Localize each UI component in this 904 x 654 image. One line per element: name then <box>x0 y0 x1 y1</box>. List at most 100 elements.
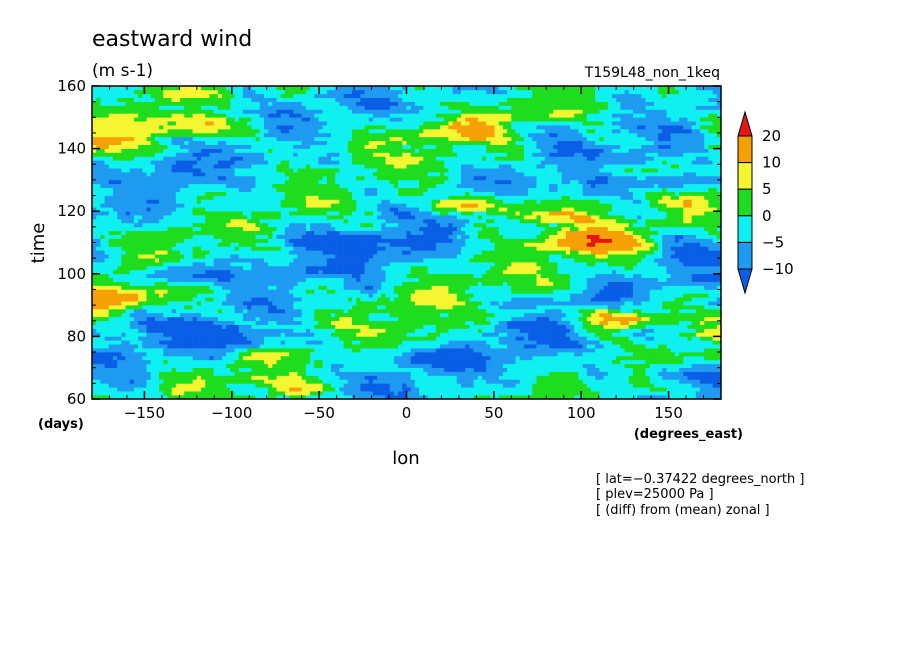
heatmap-cell <box>305 332 311 337</box>
heatmap-cell <box>351 340 357 345</box>
heatmap-cell <box>712 285 718 290</box>
heatmap-cell <box>628 305 634 310</box>
heatmap-cell <box>293 359 298 365</box>
heatmap-cell <box>544 269 550 275</box>
heatmap-cell <box>314 273 319 279</box>
heatmap-cell <box>192 316 198 322</box>
heatmap-cell <box>695 269 701 275</box>
heatmap-cell <box>104 309 110 314</box>
heatmap-cell <box>238 363 244 368</box>
heatmap-cell <box>276 309 281 314</box>
heatmap-cell <box>561 355 567 361</box>
heatmap-cell <box>536 320 541 325</box>
heatmap-cell <box>716 293 722 298</box>
heatmap-cell <box>196 395 202 400</box>
heatmap-cell <box>171 391 177 396</box>
heatmap-cell <box>381 285 386 290</box>
heatmap-cell <box>117 285 122 290</box>
heatmap-cell <box>511 387 516 392</box>
heatmap-cell <box>188 383 193 388</box>
heatmap-cell <box>96 301 101 306</box>
heatmap-cell <box>280 348 286 353</box>
heatmap-cell <box>440 344 445 349</box>
heatmap-cell <box>314 344 319 349</box>
heatmap-cell <box>481 293 487 298</box>
heatmap-cell <box>150 336 156 341</box>
heatmap-cell <box>154 305 160 310</box>
heatmap-cell <box>154 273 160 279</box>
heatmap-cell <box>582 328 588 333</box>
heatmap-cell <box>263 387 269 392</box>
heatmap-cell <box>272 273 277 279</box>
heatmap-cell <box>226 375 231 380</box>
heatmap-cell <box>100 289 105 294</box>
heatmap-cell <box>117 301 122 306</box>
heatmap-cell <box>570 375 575 380</box>
heatmap-cell <box>557 301 562 306</box>
heatmap-cell <box>322 379 328 384</box>
heatmap-cell <box>217 328 223 333</box>
heatmap-cell <box>96 328 101 333</box>
heatmap-cell <box>469 348 474 353</box>
heatmap-cell <box>704 379 709 384</box>
heatmap-cell <box>201 336 206 341</box>
heatmap-cell <box>620 363 625 368</box>
heatmap-cell <box>611 328 617 333</box>
heatmap-cell <box>691 352 697 357</box>
heatmap-cell <box>154 371 160 376</box>
heatmap-cell <box>578 352 583 357</box>
heatmap-cell <box>347 328 353 333</box>
heatmap-cell <box>192 293 198 298</box>
heatmap-cell <box>406 316 411 322</box>
heatmap-cell <box>561 387 567 392</box>
heatmap-cell <box>687 375 692 380</box>
heatmap-cell <box>201 391 206 396</box>
heatmap-cell <box>167 391 172 396</box>
heatmap-cell <box>104 391 110 396</box>
heatmap-cell <box>540 336 546 341</box>
heatmap-cell <box>528 269 533 275</box>
heatmap-cell <box>117 344 122 349</box>
heatmap-cell <box>226 328 231 333</box>
heatmap-cell <box>255 375 261 380</box>
heatmap-cell <box>121 363 126 368</box>
heatmap-cell <box>469 359 474 365</box>
heatmap-cell <box>234 297 240 302</box>
heatmap-cell <box>704 367 709 372</box>
heatmap-cell <box>528 309 533 314</box>
heatmap-cell <box>557 352 562 357</box>
heatmap-cell <box>419 359 424 365</box>
heatmap-cell <box>247 336 252 341</box>
heatmap-cell <box>494 340 500 345</box>
heatmap-cell <box>641 309 646 314</box>
heatmap-cell <box>490 395 495 400</box>
heatmap-cell <box>100 265 105 271</box>
heatmap-cell <box>201 285 206 290</box>
heatmap-cell <box>465 324 470 329</box>
heatmap-cell <box>293 269 298 275</box>
heatmap-cell <box>607 320 613 325</box>
heatmap-cell <box>708 277 713 282</box>
heatmap-cell <box>255 281 261 286</box>
heatmap-cell <box>201 344 206 349</box>
heatmap-cell <box>284 273 290 279</box>
heatmap-cell <box>398 277 403 282</box>
heatmap-cell <box>272 328 277 333</box>
heatmap-cell <box>171 348 177 353</box>
heatmap-cell <box>284 297 290 302</box>
heatmap-cell <box>704 352 709 357</box>
heatmap-cell <box>339 352 344 357</box>
heatmap-cell <box>92 305 97 310</box>
heatmap-cell <box>427 281 432 286</box>
heatmap-cell <box>544 309 550 314</box>
heatmap-cell <box>557 328 562 333</box>
heatmap-cell <box>92 285 97 290</box>
heatmap-cell <box>339 293 344 298</box>
heatmap-cell <box>301 277 307 282</box>
heatmap-cell <box>159 379 164 384</box>
heatmap-cell <box>242 277 248 282</box>
heatmap-cell <box>502 289 508 294</box>
heatmap-cell <box>196 355 202 361</box>
heatmap-cell <box>498 363 504 368</box>
heatmap-cell <box>213 305 219 310</box>
